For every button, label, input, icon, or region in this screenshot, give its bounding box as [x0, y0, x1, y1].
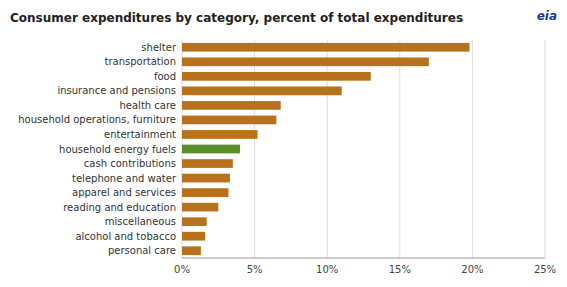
bar	[182, 116, 276, 125]
tick-label: 5%	[247, 264, 263, 275]
bar	[182, 203, 218, 212]
category-label: telephone and water	[72, 173, 177, 184]
bar	[182, 232, 205, 241]
title: Consumer expenditures by category, perce…	[10, 11, 463, 25]
category-label: alcohol and tobacco	[75, 231, 176, 242]
bar	[182, 43, 469, 52]
grid-line	[545, 40, 546, 258]
tick-label: 25%	[534, 264, 556, 275]
category-label: shelter	[141, 42, 177, 53]
tick-label: 10%	[316, 264, 338, 275]
category-label: reading and education	[63, 202, 176, 213]
bar	[182, 174, 230, 183]
category-label: health care	[119, 100, 176, 111]
bars	[182, 43, 469, 255]
grid	[182, 40, 545, 258]
chart: 0% 5% 10% 15% 20% 25% personal care alcohol and…	[0, 0, 567, 287]
grid-line	[399, 40, 400, 258]
category-label: household energy fuels	[59, 144, 176, 155]
grid-line	[472, 40, 473, 258]
bar	[182, 188, 228, 197]
bar	[182, 145, 240, 154]
category-label: insurance and pensions	[57, 85, 176, 96]
tick-label: 0%	[174, 264, 190, 275]
annotation: eia	[537, 9, 557, 23]
bar	[182, 246, 201, 255]
bar	[182, 217, 207, 226]
bar	[182, 72, 371, 81]
category-label: apparel and services	[72, 187, 176, 198]
bar	[182, 87, 342, 96]
category-label: food	[154, 71, 176, 82]
bar	[182, 159, 233, 168]
bar	[182, 101, 281, 110]
category-label: household operations, furniture	[18, 114, 176, 125]
tick-label: 15%	[389, 264, 411, 275]
category-label: transportation	[105, 56, 177, 67]
x-axis-line	[182, 258, 545, 259]
bar	[182, 57, 429, 66]
bar	[182, 130, 258, 139]
tick-label: 20%	[461, 264, 483, 275]
category-label: entertainment	[104, 129, 176, 140]
category-label: miscellaneous	[105, 216, 176, 227]
category-label: personal care	[108, 245, 176, 256]
category-label: cash contributions	[84, 158, 176, 169]
